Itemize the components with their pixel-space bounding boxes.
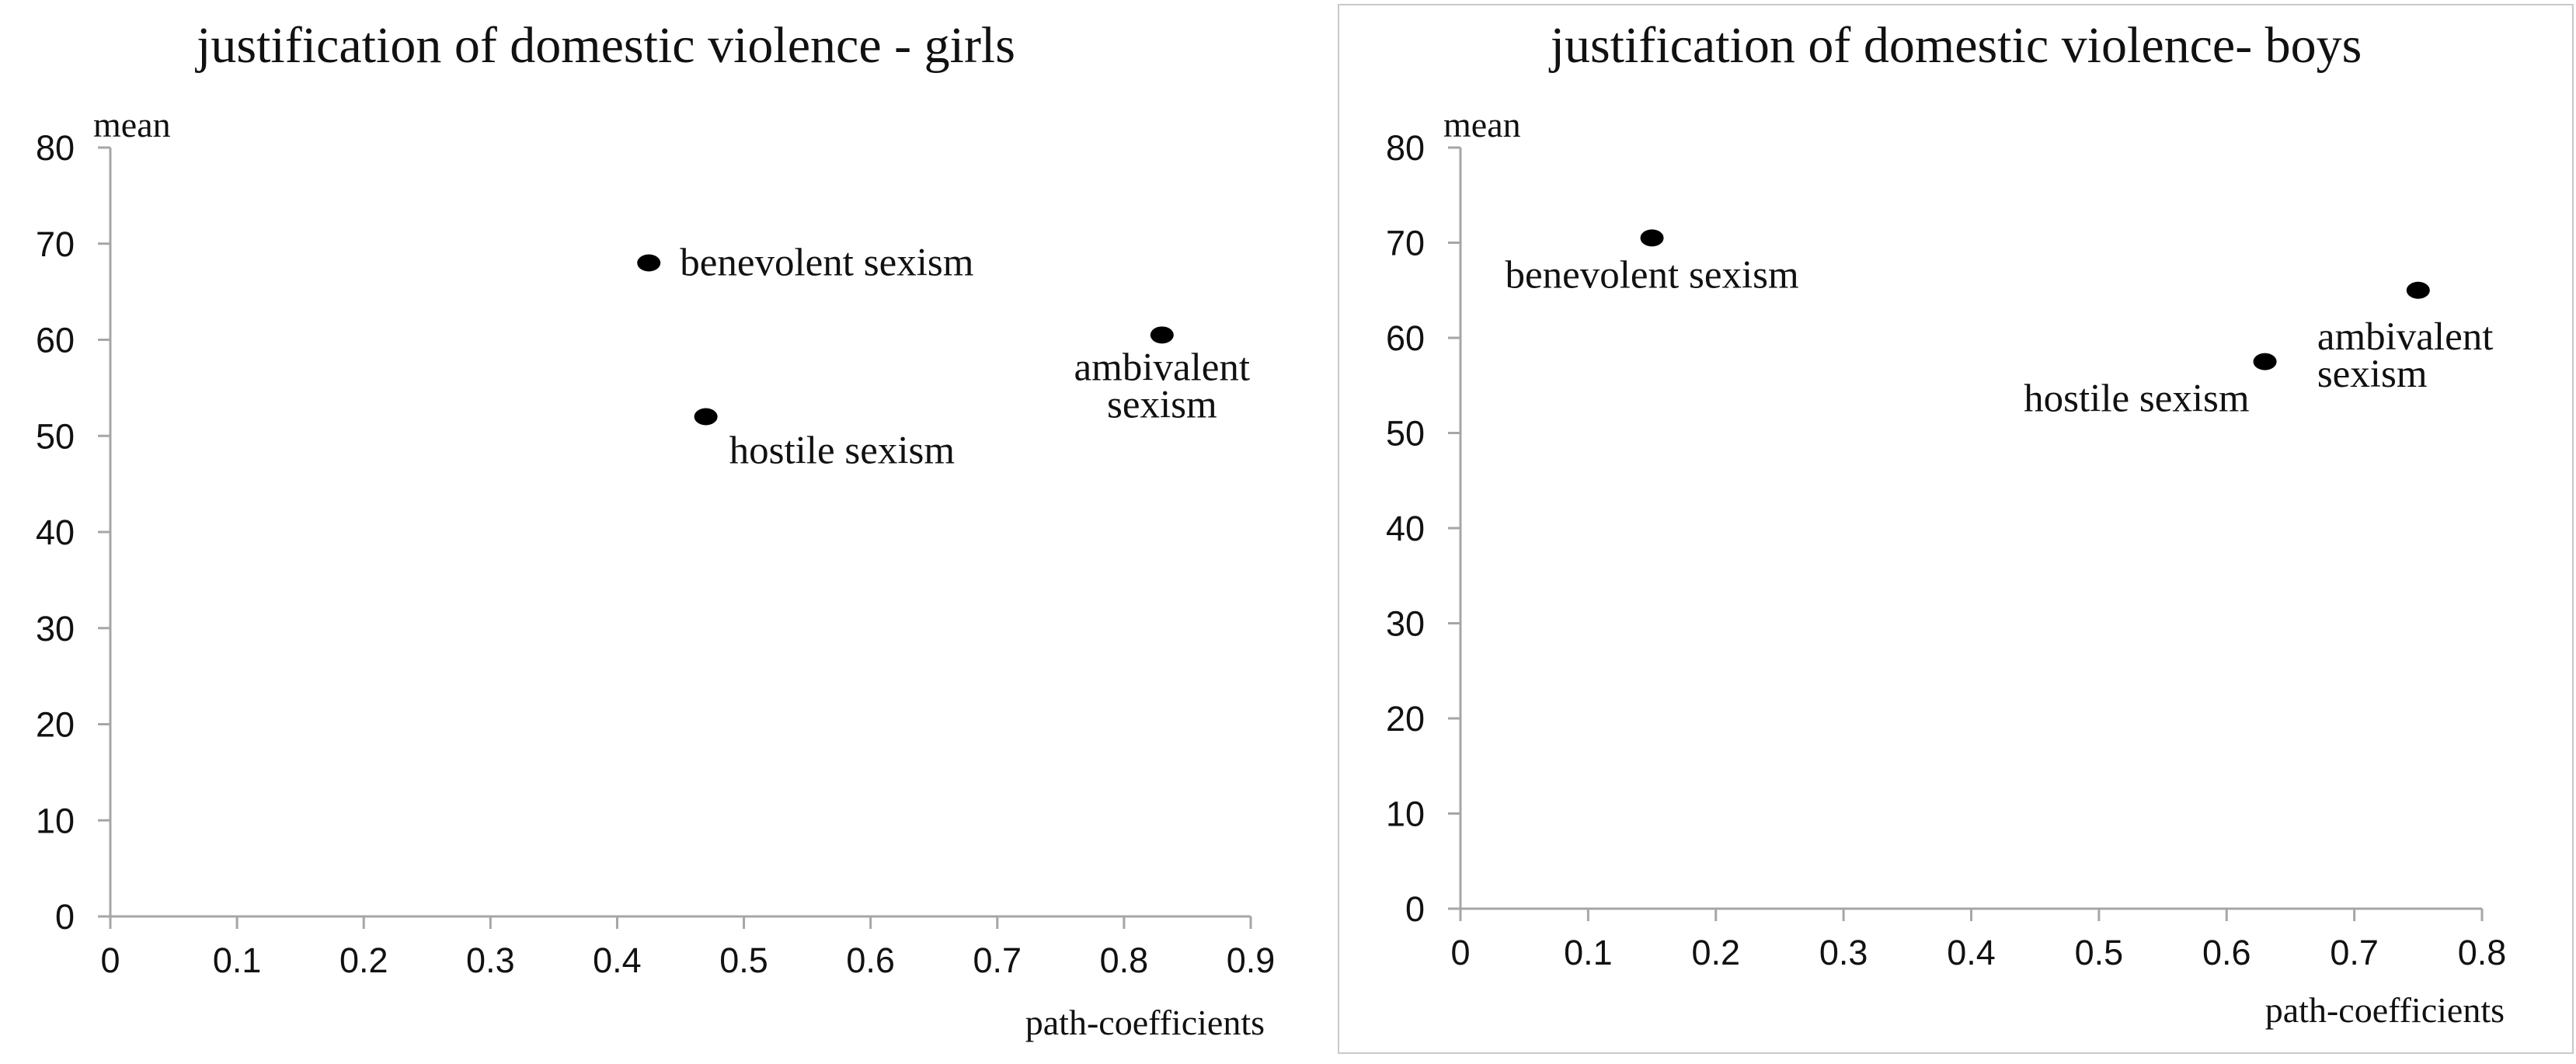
y-tick-label: 20 [36, 705, 75, 745]
y-tick-label: 0 [55, 897, 75, 937]
x-tick-label: 0.8 [2458, 933, 2507, 972]
x-tick-label: 0.6 [2202, 933, 2251, 972]
x-tick-label: 0 [100, 941, 120, 980]
y-tick-label: 10 [36, 801, 75, 840]
y-axis-label: mean [1443, 105, 1521, 144]
point-label: hostile sexism [729, 429, 955, 473]
y-tick-label: 70 [36, 224, 75, 264]
data-point [1640, 229, 1664, 247]
x-axis-label: path-coefficients [1025, 1003, 1265, 1042]
y-axis-label: mean [93, 105, 171, 144]
data-point [2253, 353, 2277, 370]
point-label: ambivalent sexism [2317, 315, 2494, 396]
point-label: hostile sexism [2024, 377, 2249, 421]
x-tick-label: 0.3 [466, 941, 515, 980]
x-tick-label: 0.3 [1819, 933, 1868, 972]
x-tick-label: 0.2 [339, 941, 388, 980]
chart-boys: justification of domestic violence- boys… [1386, 17, 2506, 1030]
y-tick-label: 60 [36, 321, 75, 360]
y-tick-label: 10 [1386, 795, 1425, 834]
x-tick-label: 0.4 [593, 941, 642, 980]
y-tick-label: 0 [1405, 889, 1425, 929]
x-tick-label: 0.5 [719, 941, 768, 980]
x-tick-label: 0.4 [1947, 933, 1996, 972]
point-label: benevolent sexism [1505, 253, 1798, 297]
y-tick-label: 80 [36, 128, 75, 168]
data-point [694, 408, 718, 426]
point-label: ambivalent sexism [1074, 346, 1251, 426]
data-point [1150, 326, 1174, 344]
x-tick-label: 0.6 [846, 941, 895, 980]
point-label: benevolent sexism [680, 242, 973, 285]
y-tick-label: 70 [1386, 224, 1425, 263]
x-tick-label: 0.5 [2075, 933, 2124, 972]
x-tick-label: 0.1 [213, 941, 262, 980]
y-tick-label: 40 [36, 513, 75, 552]
x-axis-label: path-coefficients [2265, 990, 2505, 1030]
y-tick-label: 40 [1386, 509, 1425, 548]
x-tick-label: 0 [1450, 933, 1470, 972]
x-tick-label: 0.7 [2330, 933, 2379, 972]
chart-title: justification of domestic violence- boys [1549, 17, 2362, 74]
chart-girls: justification of domestic violence - gir… [36, 17, 1275, 1042]
chart-title: justification of domestic violence - gir… [195, 17, 1015, 74]
x-tick-label: 0.1 [1564, 933, 1613, 972]
y-tick-label: 30 [36, 609, 75, 648]
y-tick-label: 80 [1386, 128, 1425, 168]
y-tick-label: 50 [36, 416, 75, 456]
x-tick-label: 0.8 [1100, 941, 1149, 980]
y-tick-label: 60 [1386, 318, 1425, 358]
data-point [637, 254, 661, 272]
right-chart-frame [1338, 4, 2574, 1054]
y-tick-label: 50 [1386, 414, 1425, 454]
data-point [2406, 281, 2430, 299]
y-tick-label: 30 [1386, 604, 1425, 644]
x-tick-label: 0.7 [973, 941, 1022, 980]
x-tick-label: 0.2 [1691, 933, 1740, 972]
y-tick-label: 20 [1386, 699, 1425, 739]
x-tick-label: 0.9 [1227, 941, 1276, 980]
